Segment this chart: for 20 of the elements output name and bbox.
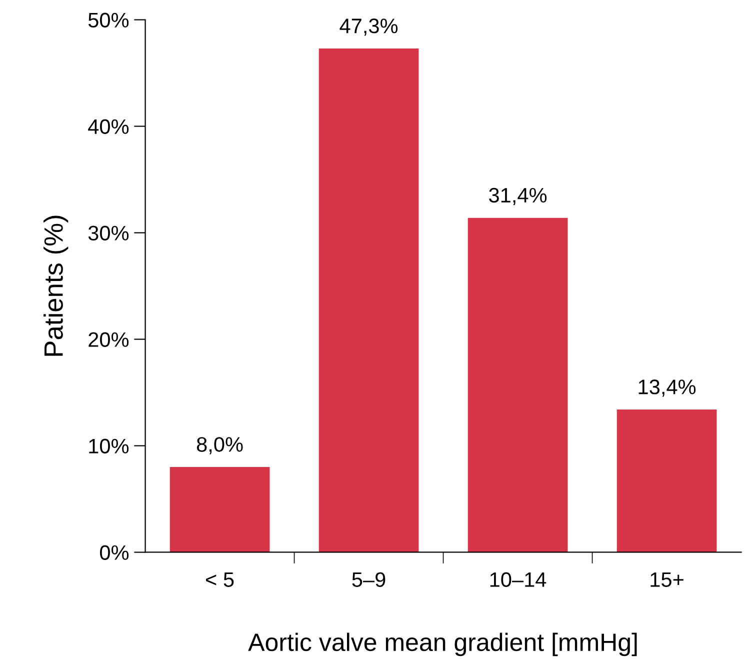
y-axis-title: Patients (%) <box>44 216 68 356</box>
y-tick-label: 30% <box>88 226 129 241</box>
y-tick-label: 20% <box>88 332 129 348</box>
y-tick-label: 0% <box>100 545 129 560</box>
y-tick-label: 50% <box>88 12 129 28</box>
x-tick-label: < 5 <box>206 572 234 587</box>
x-tick-label: 10–14 <box>490 572 546 587</box>
bar <box>170 467 270 552</box>
y-tick-label: 10% <box>89 438 129 454</box>
bar <box>616 410 717 552</box>
data-label: 8,0% <box>196 437 243 454</box>
x-tick-label: 5–9 <box>352 572 386 587</box>
x-tick-label: 15+ <box>650 572 684 587</box>
data-label: 31,4% <box>489 188 547 206</box>
data-label: 13,4% <box>638 380 696 397</box>
bar <box>468 218 568 552</box>
bar <box>318 48 419 552</box>
data-label: 47,3% <box>340 18 398 36</box>
y-tick-label: 40% <box>88 119 129 134</box>
x-axis-title: Aortic valve mean gradient [mmHg] <box>248 632 637 656</box>
